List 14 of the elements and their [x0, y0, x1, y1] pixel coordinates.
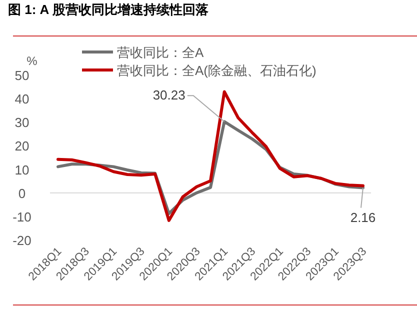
legend-label: 营收同比：全A — [117, 45, 204, 60]
y-tick-label: 0 — [18, 186, 26, 201]
y-tick-label: 50 — [14, 68, 30, 83]
y-axis-title: % — [26, 54, 38, 68]
data-label: 30.23 — [152, 88, 186, 103]
y-tick-label: 10 — [14, 162, 30, 178]
y-tick-label: 20 — [14, 138, 30, 154]
y-tick-label: 30 — [14, 115, 30, 130]
y-tick-label: 40 — [14, 92, 30, 107]
y-tick-label: -20 — [12, 233, 32, 248]
y-tick-label: -10 — [12, 209, 32, 224]
chart-title: 图 1: A 股营收同比增速持续性回落 — [8, 2, 210, 17]
legend-label: 营收同比：全A(除金融、石油石化) — [117, 63, 316, 78]
data-label: 2.16 — [350, 210, 376, 225]
